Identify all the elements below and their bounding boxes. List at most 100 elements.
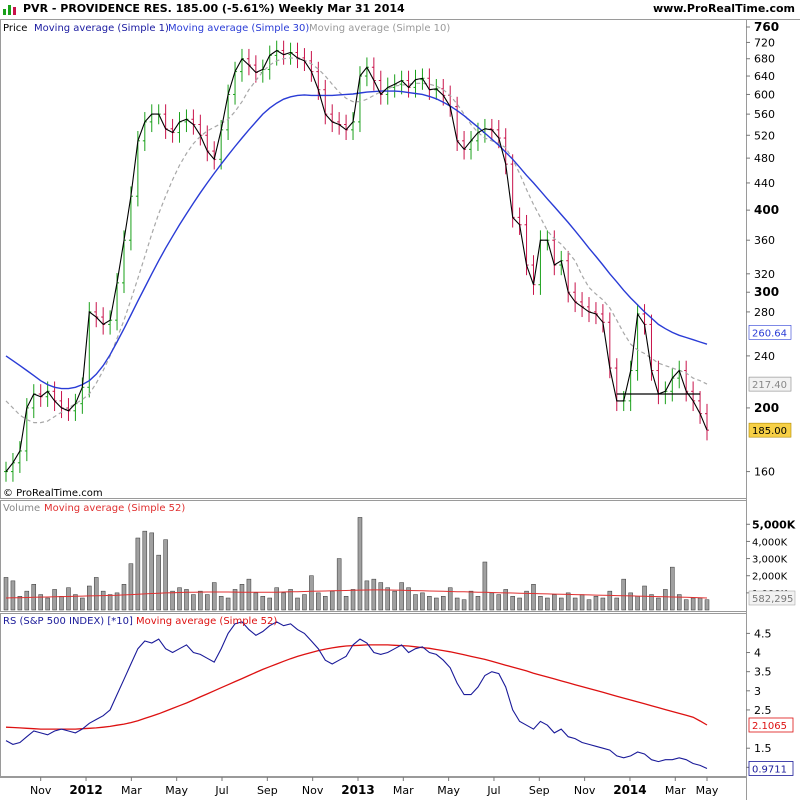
price-legend: Price Moving average (Simple 1) Moving a… — [1, 20, 450, 34]
price-tick-label: 560 — [754, 108, 775, 121]
volume-bar — [475, 596, 481, 611]
bar-chart-icon — [3, 5, 16, 15]
rs-value-label: 0.9711 — [752, 764, 787, 775]
price-tick-label: 320 — [754, 268, 775, 281]
rs-legend: RS (S&P 500 INDEX) [*10] Moving average … — [3, 616, 277, 627]
volume-bar — [413, 594, 418, 611]
volume-bar — [93, 577, 99, 611]
volume-bar — [163, 539, 168, 611]
volume-bar — [267, 597, 272, 611]
volume-bar — [343, 596, 349, 611]
volume-bar — [670, 566, 675, 611]
volume-bar — [170, 590, 175, 611]
volume-bar — [114, 592, 120, 611]
volume-bar — [399, 582, 404, 611]
volume-bar — [177, 587, 182, 611]
price-tick-label: 440 — [754, 177, 775, 190]
price-tick-label: 200 — [754, 401, 779, 415]
volume-bar — [211, 582, 217, 611]
price-tick-label: 360 — [754, 234, 775, 247]
volume-bar — [10, 580, 16, 611]
volume-bar — [461, 599, 467, 611]
rs-value-label-bg — [748, 761, 794, 776]
x-tick-label: Nov — [30, 784, 52, 797]
volume-bar — [593, 596, 599, 611]
volume-bar — [545, 597, 550, 611]
rs-panel[interactable] — [0, 613, 747, 777]
x-tick-label: Mar — [393, 784, 414, 797]
sma10-value-label: 217.40 — [752, 380, 787, 391]
x-tick-label: May — [165, 784, 188, 797]
volume-bar — [128, 563, 134, 611]
volume-bar — [246, 578, 252, 611]
volume-bar — [649, 594, 654, 611]
volume-bar — [531, 584, 536, 611]
volume-bar — [205, 594, 210, 611]
volume-bar — [329, 590, 335, 611]
legend-rs-sma52: Moving average (Simple 52) — [136, 616, 277, 627]
volume-bar — [690, 597, 696, 611]
volume-bar — [635, 596, 640, 611]
last-price-label: 185.00 — [752, 426, 787, 437]
volume-bar — [350, 589, 356, 611]
volume-bar — [441, 596, 446, 611]
volume-bar — [80, 597, 85, 611]
volume-bar — [614, 597, 620, 611]
volume-bar — [676, 594, 682, 611]
sma10-line — [5, 57, 708, 424]
volume-sma52-label-bg — [748, 590, 796, 606]
volume-bar — [239, 584, 245, 611]
volume-bar — [447, 587, 453, 611]
volume-bar — [524, 590, 529, 611]
volume-bar — [565, 592, 571, 611]
volume-bar — [3, 577, 9, 611]
volume-bar — [281, 592, 286, 611]
volume-bar — [142, 530, 148, 611]
volume-bar — [621, 578, 626, 611]
volume-bar — [295, 597, 300, 611]
volume-bar — [364, 580, 370, 611]
title-bar: PVR - PROVIDENCE RES. 185.00 (-5.61%) We… — [0, 0, 800, 20]
legend-rs: RS (S&P 500 INDEX) [*10] — [3, 616, 133, 627]
volume-bar — [323, 596, 328, 611]
site-link[interactable]: www.ProRealTime.com — [652, 2, 795, 15]
price-tick-label: 400 — [754, 203, 779, 217]
x-tick-label: Sep — [257, 784, 278, 797]
volume-bar — [663, 589, 668, 611]
price-panel[interactable] — [0, 19, 747, 499]
volume-bar — [656, 597, 661, 611]
close-line — [5, 49, 708, 472]
volume-legend: Volume Moving average (Simple 52) — [3, 503, 185, 514]
copyright-text: © ProRealTime.com — [3, 488, 103, 499]
volume-bar — [420, 592, 425, 611]
x-tick-label: Jul — [486, 784, 500, 797]
volume-bar — [24, 590, 30, 611]
legend-sma10: Moving average (Simple 10) — [309, 23, 450, 34]
x-tick-label: Nov — [574, 784, 596, 797]
volume-bar — [357, 517, 363, 611]
price-tick-label: 640 — [754, 70, 775, 83]
x-tick-label: Mar — [665, 784, 686, 797]
volume-bar — [704, 599, 710, 611]
volume-bar — [586, 599, 592, 611]
volume-bar — [572, 597, 578, 611]
volume-bar — [538, 596, 543, 611]
volume-bar — [59, 596, 64, 611]
volume-bar — [406, 587, 411, 611]
price-tick-label: 520 — [754, 129, 775, 142]
volume-bar — [336, 558, 342, 611]
volume-bar — [385, 587, 390, 611]
price-tick-label: 480 — [754, 152, 775, 165]
last-price-label-bg — [748, 422, 792, 438]
volume-bar — [683, 599, 689, 611]
volume-bar — [66, 587, 71, 611]
volume-bar — [434, 597, 439, 611]
volume-bar — [288, 589, 293, 611]
x-tick-label: Sep — [529, 784, 550, 797]
volume-bar — [121, 584, 127, 611]
volume-bar — [496, 594, 502, 611]
legend-volume-sma52: Moving average (Simple 52) — [44, 503, 185, 514]
volume-sma52-line — [5, 589, 708, 599]
volume-bar — [232, 589, 238, 611]
sma30-line — [5, 90, 708, 390]
